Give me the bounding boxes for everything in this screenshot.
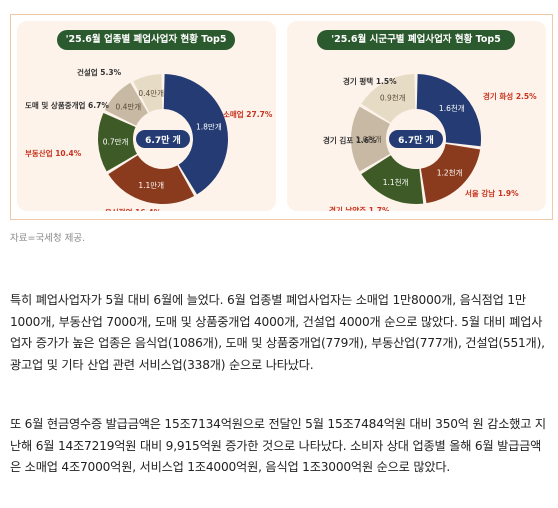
article-paragraph-2: 또 6월 현금영수증 발급금액은 15조7134억원으로 전달인 5월 15조7…: [10, 417, 546, 474]
region-slice-value-label: 1.0천개: [356, 134, 382, 144]
industry-slice-category-label: 건설업 5.3%: [77, 67, 122, 77]
industry-slice-category-label: 부동산업 10.4%: [25, 148, 82, 158]
industry-slice-value-label: 0.4만개: [115, 102, 141, 112]
region-slice-4: [351, 106, 390, 172]
industry-slice-category-label: 도매 및 상품중개업 6.7%: [25, 100, 109, 110]
region-slice-2: [420, 143, 481, 204]
industry-center-label: 6.7만 개: [145, 134, 181, 146]
region-slice-5: [361, 74, 416, 123]
region-slice-3: [361, 155, 424, 204]
region-slice-category-label: 경기 평택 1.5%: [343, 76, 397, 86]
region-center-label: 6.7만 개: [398, 134, 434, 146]
region-slice-1: [416, 74, 481, 147]
region-center-badge: [389, 130, 443, 148]
region-slice-category-label: 경기 화성 2.5%: [483, 91, 537, 101]
region-chart-title: '25.6월 시군구별 폐업사업자 현황 Top5: [317, 30, 515, 50]
region-slice-value-label: 1.6천개: [439, 103, 465, 113]
image-caption: 자료=국세청 제공.: [10, 233, 86, 244]
industry-slice-category-label: 음식점업 16.4%: [105, 207, 162, 211]
region-slice-value-label: 1.1천개: [383, 177, 409, 187]
industry-chart-title: '25.6월 업종별 폐업사업자 현황 Top5: [57, 30, 235, 50]
industry-center-badge: [136, 130, 190, 148]
industry-chart-panel: '25.6월 업종별 폐업사업자 현황 Top5 1.8만개 소매업 27.7% 1…: [17, 21, 276, 211]
region-slice-category-label: 서울 강남 1.9%: [465, 188, 519, 198]
industry-slice-category-label: 소매업 27.7%: [223, 109, 273, 119]
region-slice-value-label: 1.2천개: [437, 168, 463, 178]
infographic-figure: '25.6월 업종별 폐업사업자 현황 Top5 1.8만개 소매업 27.7% 1…: [10, 14, 553, 220]
region-slice-value-label: 0.9천개: [380, 93, 406, 103]
industry-slice-1: [163, 74, 228, 195]
region-slice-category-label: 경기 김포 1.6%: [323, 135, 377, 145]
industry-slice-value-label: 0.7만개: [103, 137, 129, 147]
article-paragraph-1: 특히 폐업사업자가 5월 대비 6월에 늘었다. 6월 업종별 폐업사업자는 소…: [10, 293, 545, 372]
region-chart-panel: '25.6월 시군구별 폐업사업자 현황 Top5 1.6천개 경기 화성 2.5…: [287, 21, 546, 211]
industry-slice-value-label: 1.1만개: [138, 180, 164, 190]
industry-slice-5: [133, 74, 163, 113]
industry-slice-3: [97, 112, 137, 172]
industry-slice-value-label: 1.8만개: [196, 122, 222, 132]
industry-slice-2: [108, 155, 195, 204]
industry-slice-value-label: 0.4만개: [138, 88, 164, 98]
region-slice-category-label: 경기 남양주 1.7%: [329, 205, 390, 211]
industry-slice-4: [104, 82, 148, 126]
